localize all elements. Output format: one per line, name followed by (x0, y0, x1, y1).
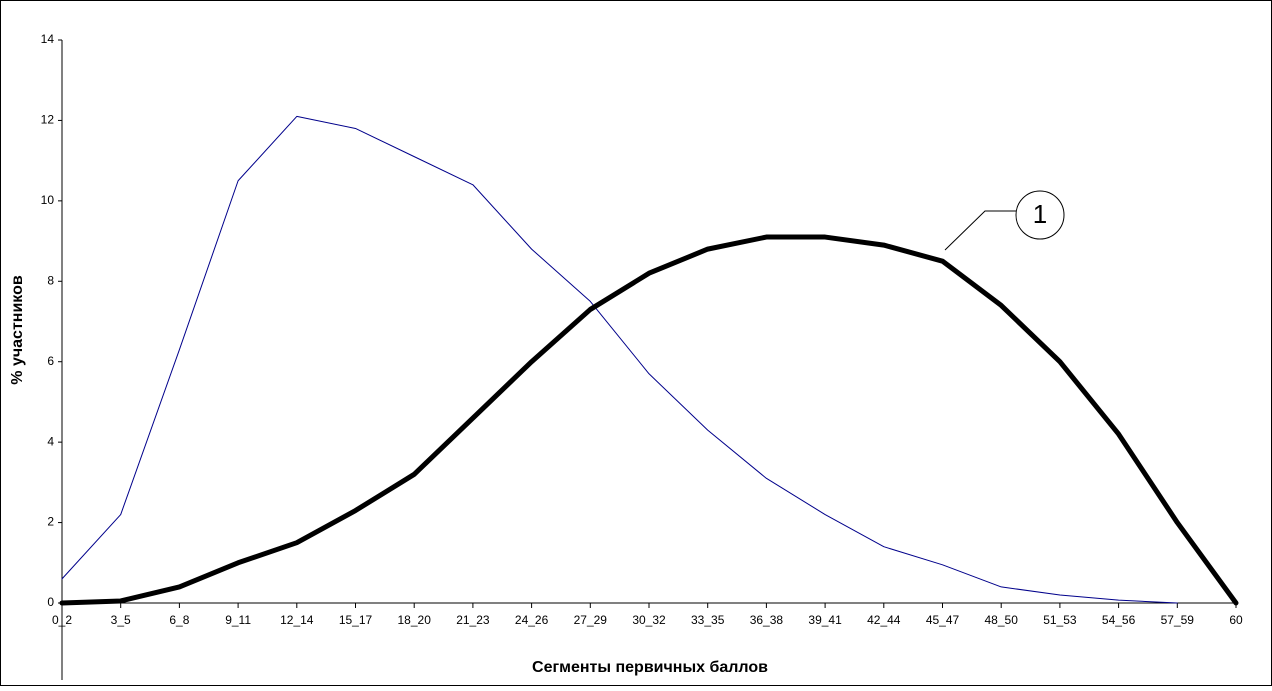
x-tick-label: 3_5 (111, 613, 131, 627)
series-line (61, 115, 1178, 604)
y-axis-title: % участников (9, 275, 26, 385)
y-tick-label: 0 (47, 595, 54, 609)
y-tick-label: 2 (47, 515, 54, 529)
x-tick-label: 60 (1229, 613, 1243, 627)
y-tick-label: 6 (47, 354, 54, 368)
x-tick-label: 45_47 (926, 613, 960, 627)
annotation-label: 1 (1033, 199, 1047, 229)
x-tick-label: 30_32 (632, 613, 666, 627)
x-tick-label: 6_8 (169, 613, 189, 627)
x-tick-label: 39_41 (808, 613, 842, 627)
x-tick-label: 18_20 (398, 613, 432, 627)
x-tick-label: 33_35 (691, 613, 725, 627)
x-tick-label: 15_17 (339, 613, 373, 627)
y-tick-label: 10 (41, 193, 55, 207)
annotation-leader (944, 210, 1018, 251)
x-tick-label: 27_29 (574, 613, 608, 627)
y-tick-label: 4 (47, 434, 54, 448)
x-tick-label: 12_14 (280, 613, 314, 627)
x-tick-label: 42_44 (867, 613, 901, 627)
x-axis-title: Сегменты первичных баллов (532, 659, 768, 676)
y-tick-label: 12 (41, 113, 55, 127)
x-tick-label: 51_53 (1043, 613, 1077, 627)
x-tick-label: 48_50 (985, 613, 1019, 627)
x-tick-label: 21_23 (456, 613, 490, 627)
x-tick-label: 24_26 (515, 613, 549, 627)
x-tick-label: 54_56 (1102, 613, 1136, 627)
y-tick-label: 8 (47, 273, 54, 287)
x-tick-label: 36_38 (750, 613, 784, 627)
y-tick-label: 14 (41, 32, 55, 46)
series-line (59, 234, 1239, 606)
x-tick-label: 57_59 (1161, 613, 1195, 627)
x-tick-label: 9_11 (225, 613, 251, 627)
x-tick-label: 0_2 (52, 613, 72, 627)
annotation-circle (1015, 190, 1065, 240)
